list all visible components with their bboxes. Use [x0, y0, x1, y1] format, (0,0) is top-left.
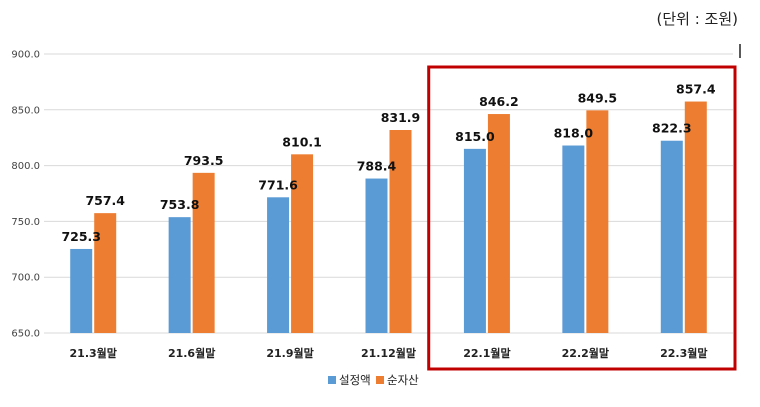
x-tick-label: 21.3월말: [70, 346, 117, 360]
bar-series-1: [463, 148, 486, 333]
legend-label: 순자산: [387, 373, 419, 387]
x-tick-label: 21.12월말: [361, 346, 416, 360]
bar-series-1: [70, 248, 93, 333]
data-label: 822.3: [652, 121, 692, 136]
data-labels: 725.3 757.4 753.8 793.5 771.6 810.1 788.4 831.9…: [61, 82, 715, 244]
legend-label: 설정액: [339, 373, 371, 387]
data-label: 810.1: [282, 134, 322, 149]
y-tick-label: 850.0: [11, 105, 40, 116]
data-label: 793.5: [184, 153, 224, 168]
legend: 설정액 순자산: [328, 373, 419, 387]
x-axis-labels: 21.3월말 21.6월말 21.9월말 21.12월말 22.1월말 22.2월말 22.…: [70, 346, 708, 360]
x-tick-label: 22.3월말: [660, 346, 707, 360]
unit-label: (단위 : 조원): [656, 10, 739, 28]
y-tick-label: 900.0: [11, 50, 40, 61]
legend-swatch: [328, 376, 336, 384]
gridlines: [44, 53, 733, 334]
data-label: 857.4: [676, 82, 716, 97]
bar-series-1: [168, 217, 191, 333]
bar-series-2: [94, 213, 117, 333]
x-tick-label: 21.6월말: [168, 346, 215, 360]
data-label: 753.8: [160, 197, 200, 212]
x-tick-label: 22.1월말: [463, 346, 510, 360]
y-tick-label: 700.0: [11, 273, 40, 284]
bar-series-2: [487, 114, 510, 333]
data-label: 815.0: [455, 129, 495, 144]
highlight-box: [427, 65, 737, 371]
x-tick-label: 21.9월말: [266, 346, 313, 360]
bar-series-1: [365, 178, 388, 333]
highlight-box-layer: [427, 65, 737, 371]
x-tick-label: 22.2월말: [562, 346, 609, 360]
data-label: 818.0: [554, 126, 594, 141]
data-label: 771.6: [258, 177, 298, 192]
data-label: 831.9: [381, 110, 421, 125]
y-tick-label: 650.0: [11, 329, 40, 340]
y-tick-label: 800.0: [11, 161, 40, 172]
data-label: 788.4: [357, 159, 397, 174]
bar-series-2: [291, 154, 314, 333]
bar-series-1: [267, 197, 290, 333]
data-label: 757.4: [85, 193, 125, 208]
bar-series-1: [562, 145, 585, 333]
legend-swatch: [376, 376, 384, 384]
data-label: 846.2: [479, 94, 519, 109]
bar-series-2: [389, 129, 412, 333]
y-axis-ticks: 650.0 700.0 750.0 800.0 850.0 900.0: [11, 50, 40, 340]
data-label: 725.3: [61, 229, 101, 244]
bars: [70, 101, 707, 334]
bar-series-2: [192, 172, 215, 333]
bar-series-1: [660, 140, 683, 333]
bar-series-2: [586, 110, 609, 333]
y-tick-label: 750.0: [11, 217, 40, 228]
bar-series-2: [684, 101, 707, 334]
data-label: 849.5: [578, 90, 618, 105]
